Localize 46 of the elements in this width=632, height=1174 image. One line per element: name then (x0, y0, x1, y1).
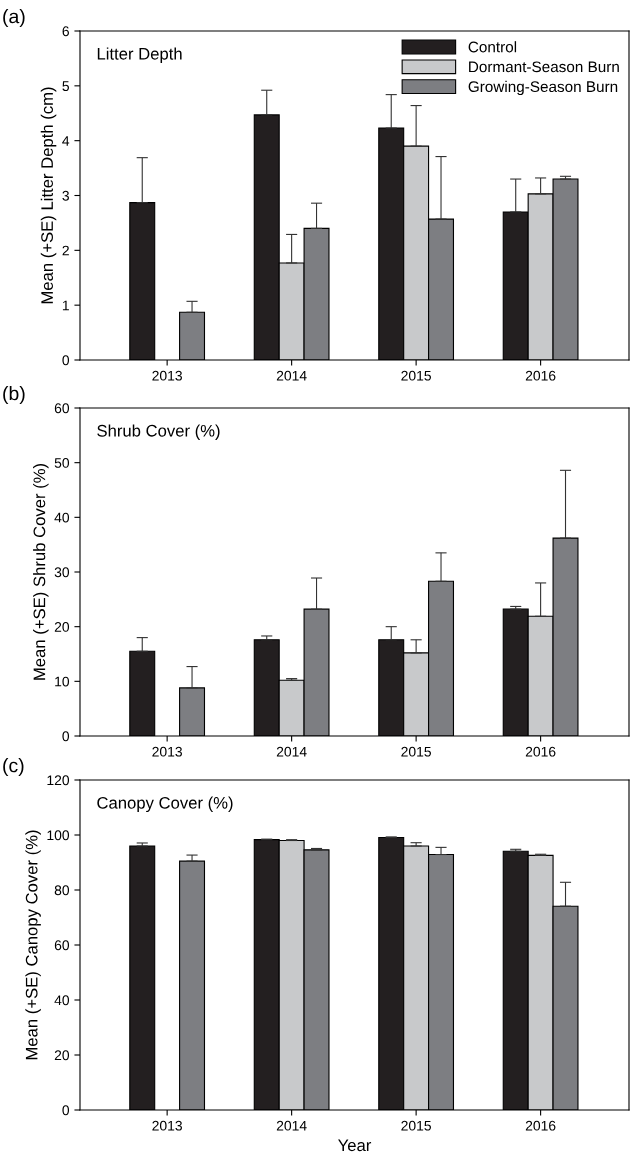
x-tick-label: 2015 (401, 1120, 431, 1131)
y-tick-label: 30 (54, 567, 70, 578)
x-tick-label: 2013 (152, 370, 182, 381)
x-tick-label: 2016 (525, 370, 556, 381)
y-tick-label: 0 (62, 1105, 70, 1116)
x-tick-label: 2015 (401, 370, 431, 381)
y-tick-label: 100 (47, 830, 70, 841)
x-tick-label: 2013 (152, 746, 182, 757)
y-tick-label: 6 (62, 26, 69, 37)
y-axis-title: Mean (+SE) Litter Depth (cm) (40, 87, 57, 304)
text: (a) (3, 9, 25, 28)
x-axis-title: Year (338, 1139, 372, 1152)
y-axis-title: Mean (+SE) Shrub Cover (%) (33, 463, 49, 680)
text: Shrub Cover (%) (97, 424, 220, 440)
x-tick-label: 2013 (152, 1120, 182, 1131)
x-tick-label: 2014 (276, 1120, 307, 1131)
y-tick-label: 60 (54, 403, 70, 414)
y-tick-label: 0 (62, 731, 70, 742)
text: Litter Depth (97, 47, 182, 63)
y-tick-label: 40 (54, 512, 70, 523)
y-tick-label: 20 (54, 1050, 70, 1061)
y-tick-label: 120 (47, 775, 70, 786)
y-tick-label: 2 (62, 245, 69, 256)
y-tick-label: 0 (62, 355, 70, 366)
text: (b) (3, 386, 25, 405)
legend-label: Growing-Season Burn (468, 80, 618, 96)
x-tick-label: 2016 (525, 1120, 556, 1131)
x-tick-label: 2016 (525, 746, 556, 757)
text: (c) (3, 758, 24, 777)
x-tick-label: 2015 (401, 746, 431, 757)
legend-label: Dormant-Season Burn (469, 61, 619, 73)
y-tick-label: 20 (54, 622, 70, 632)
y-tick-label: 50 (54, 458, 70, 468)
y-tick-label: 40 (54, 995, 70, 1006)
legend-label: Control (468, 41, 517, 53)
x-tick-label: 2014 (276, 746, 307, 757)
y-tick-label: 4 (62, 136, 70, 146)
y-tick-label: 80 (54, 885, 70, 896)
y-tick-label: 5 (62, 81, 69, 91)
y-axis-title: Mean (+SE) Canopy Cover (%) (25, 830, 41, 1060)
y-tick-label: 10 (55, 676, 70, 687)
text: Canopy Cover (%) (97, 796, 233, 813)
y-tick-label: 60 (54, 940, 70, 951)
y-tick-label: 3 (62, 190, 69, 201)
x-tick-label: 2014 (276, 370, 307, 381)
y-tick-label: 1 (62, 300, 69, 311)
